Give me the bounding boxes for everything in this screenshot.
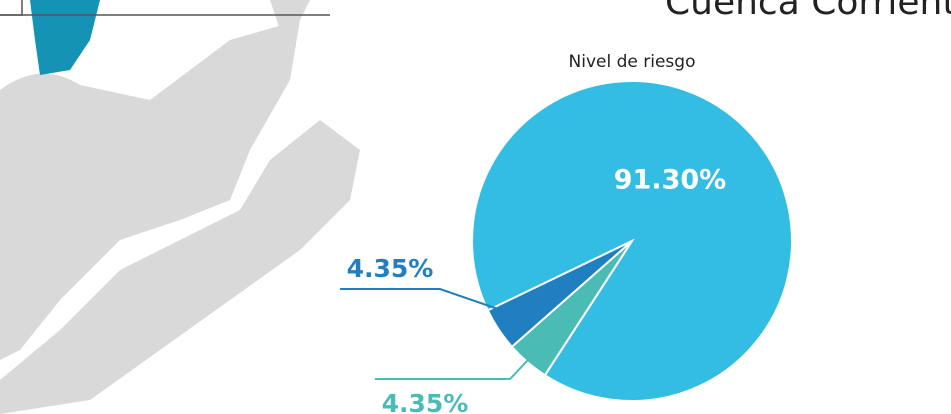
map-background bbox=[0, 0, 360, 414]
data-label: 91.30% bbox=[614, 165, 726, 196]
pie-slice bbox=[486, 240, 633, 349]
leader-line bbox=[340, 288, 519, 318]
chart-subtitle: Nivel de riesgo bbox=[569, 52, 696, 72]
data-label: 4.35% bbox=[347, 254, 434, 283]
chart-title: Cuenca Corriente (23) bbox=[665, 0, 951, 23]
leader-line bbox=[375, 343, 544, 380]
data-label: 4.35% bbox=[382, 389, 469, 414]
